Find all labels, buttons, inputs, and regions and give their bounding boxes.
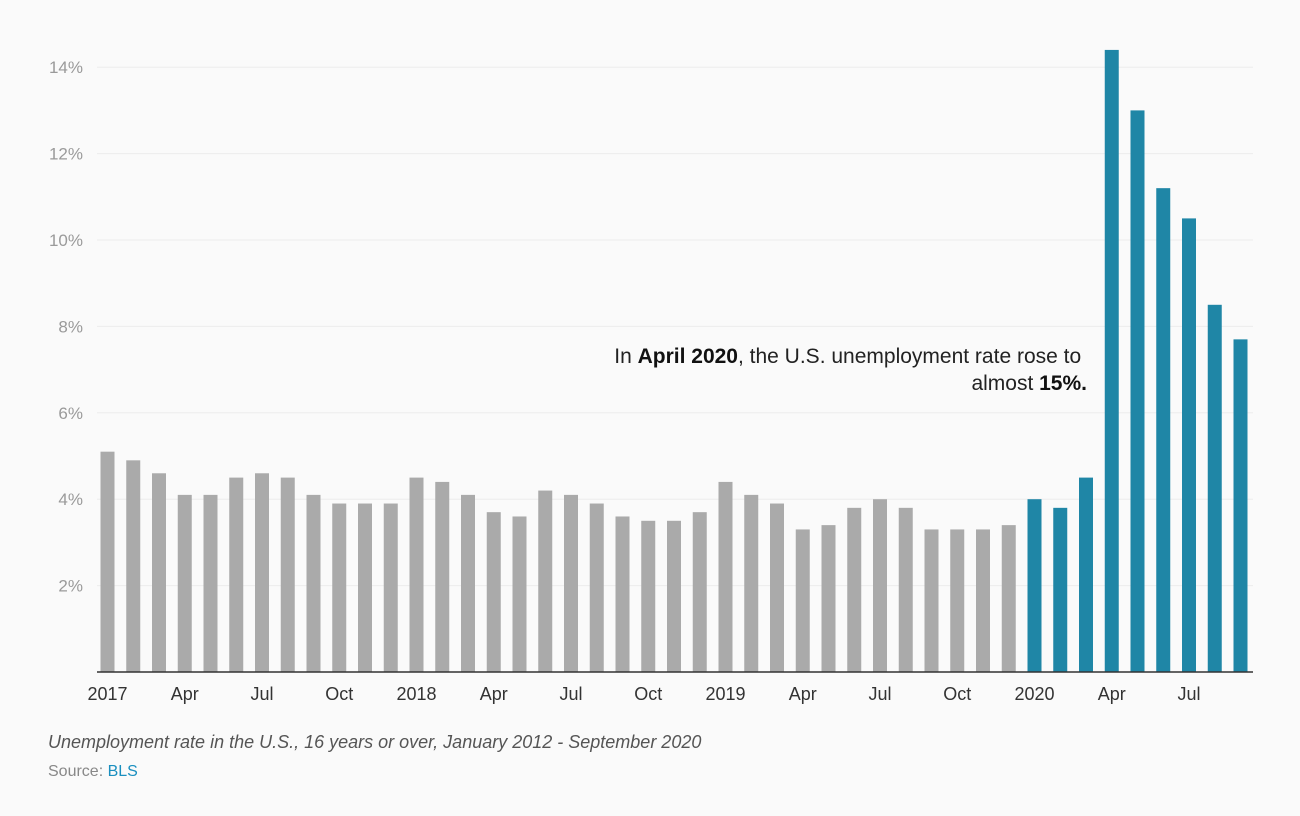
y-tick-label: 2%	[58, 577, 83, 596]
y-axis-ticks: 2% 4% 6% 8% 10% 12% 14%	[49, 58, 83, 595]
bar	[306, 494, 321, 672]
bar	[1001, 525, 1016, 672]
bar	[950, 529, 965, 672]
bar	[898, 507, 913, 672]
bar	[512, 516, 527, 672]
y-tick-label: 14%	[49, 58, 83, 77]
bar	[744, 494, 759, 672]
x-tick-label: Apr	[480, 684, 508, 704]
unemployment-bar-chart: 2% 4% 6% 8% 10% 12% 14% 2017 Apr Jul Oct 2018 Apr Ju…	[49, 49, 1253, 704]
x-tick-label: 2017	[87, 684, 127, 704]
bar	[358, 503, 372, 672]
x-tick-label: 2019	[705, 684, 745, 704]
x-tick-label: 2018	[396, 684, 436, 704]
bar	[667, 520, 681, 672]
annotation-text: In	[614, 345, 637, 368]
bar	[976, 529, 990, 672]
x-tick-label: Apr	[171, 684, 199, 704]
bar	[1079, 477, 1093, 672]
bar	[332, 503, 347, 672]
source-label: Source:	[48, 763, 108, 780]
bar	[1207, 304, 1222, 672]
bar	[255, 473, 269, 672]
bar	[1233, 339, 1248, 672]
bar	[615, 516, 630, 672]
y-tick-label: 4%	[58, 490, 83, 509]
bar	[795, 529, 810, 672]
bar	[486, 512, 501, 672]
bar	[1104, 49, 1119, 673]
bar	[564, 494, 578, 672]
y-tick-label: 8%	[58, 317, 83, 336]
april-2020-annotation: In April 2020, the U.S. unemployment rat…	[614, 345, 1087, 395]
bars	[100, 49, 1248, 673]
x-tick-label: Oct	[634, 684, 662, 704]
chart-caption: Unemployment rate in the U.S., 16 years …	[48, 732, 702, 752]
x-tick-label: Jul	[559, 684, 582, 704]
bar	[461, 494, 475, 672]
annotation-bold-text: 15%.	[1039, 372, 1087, 395]
x-tick-label: Oct	[943, 684, 971, 704]
bar	[1182, 218, 1196, 672]
annotation-line-1: In April 2020, the U.S. unemployment rat…	[614, 345, 1081, 368]
x-tick-label: 2020	[1014, 684, 1054, 704]
bar	[126, 460, 141, 672]
bar	[718, 481, 733, 672]
bar	[538, 490, 553, 672]
x-tick-label: Jul	[250, 684, 273, 704]
annotation-bold-text: April 2020	[638, 345, 738, 368]
bar	[924, 529, 939, 672]
annotation-line-2: almost 15%.	[971, 372, 1087, 395]
bar	[435, 481, 450, 672]
y-tick-label: 10%	[49, 231, 83, 250]
bar	[1053, 507, 1068, 672]
bar	[409, 477, 424, 672]
bar	[100, 451, 115, 672]
bar	[641, 520, 656, 672]
bar	[589, 503, 604, 672]
y-tick-label: 6%	[58, 404, 83, 423]
bar	[152, 473, 166, 672]
bar	[1156, 188, 1171, 672]
bar	[847, 507, 862, 672]
y-tick-label: 12%	[49, 145, 83, 164]
annotation-text: almost	[971, 372, 1039, 395]
bar	[1027, 499, 1042, 672]
bar	[770, 503, 784, 672]
bar	[873, 499, 887, 672]
x-tick-label: Jul	[868, 684, 891, 704]
bar	[229, 477, 244, 672]
annotation-text: , the U.S. unemployment rate rose to	[738, 345, 1081, 368]
bar	[821, 525, 836, 672]
bar	[203, 494, 218, 672]
bar	[692, 512, 707, 672]
bar	[280, 477, 295, 672]
x-tick-label: Apr	[789, 684, 817, 704]
x-tick-label: Apr	[1098, 684, 1126, 704]
x-axis-ticks: 2017 Apr Jul Oct 2018 Apr Jul Oct 2019 Apr Jul Oct 2…	[87, 684, 1200, 704]
source-line: Source: BLS	[48, 763, 138, 781]
bar	[383, 503, 398, 672]
x-tick-label: Oct	[325, 684, 353, 704]
x-tick-label: Jul	[1177, 684, 1200, 704]
bar	[177, 494, 192, 672]
bar	[1130, 110, 1145, 672]
source-link[interactable]: BLS	[107, 763, 138, 780]
